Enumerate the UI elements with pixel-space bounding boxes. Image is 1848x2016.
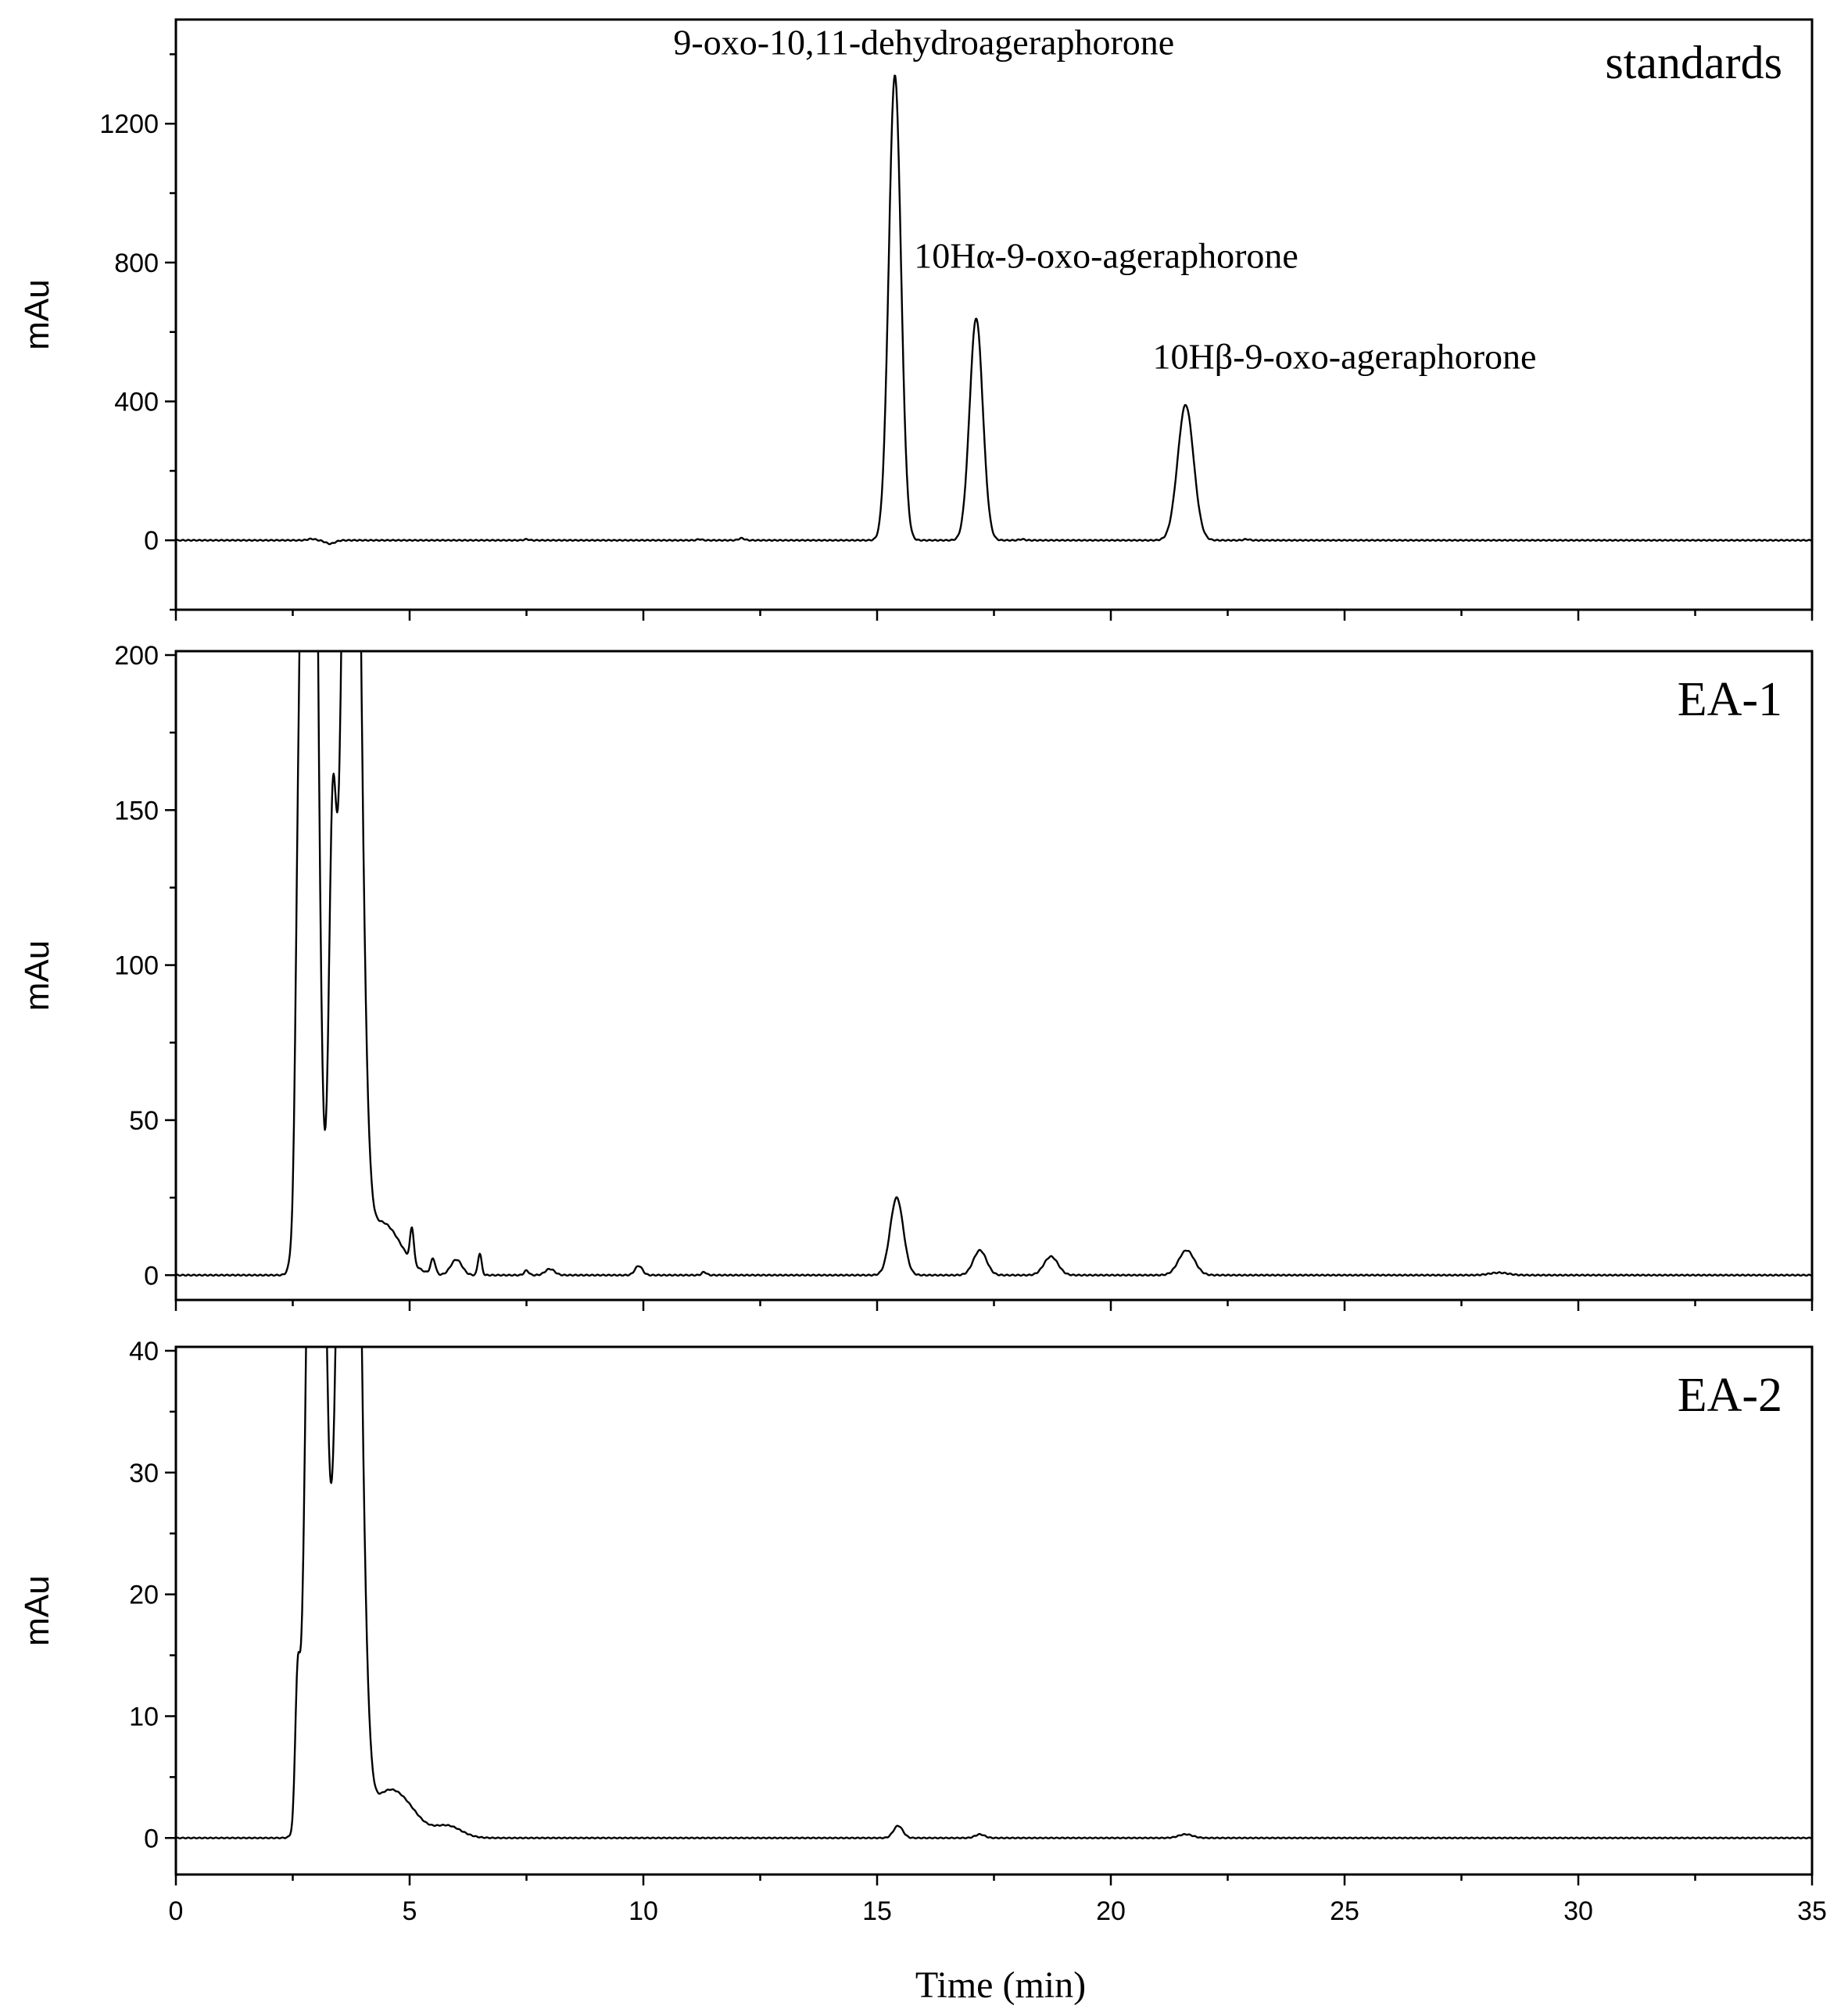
chromatogram-trace: [176, 74, 1812, 546]
x-tick-label: 15: [862, 1896, 892, 1926]
panel-ea-2: 0 10 20 30 40 mAu EA-2: [18, 1337, 1814, 1885]
peak-annotation: 10Hα-9-oxo-ageraphorone: [914, 236, 1298, 276]
y-tick-label: 100: [114, 951, 159, 981]
y-tick-label: 200: [114, 641, 159, 671]
y-tick-label: 1200: [99, 109, 159, 139]
y-tick-label: 800: [114, 249, 159, 278]
y-tick-label: 0: [144, 1261, 159, 1291]
x-tick-label: 0: [169, 1896, 184, 1926]
x-tick-label: 35: [1797, 1896, 1827, 1926]
x-axis-title: Time (min): [915, 1964, 1086, 2006]
y-tick-label: 50: [129, 1106, 159, 1136]
panel-ea-1: 0 50 100 150 200 mAu EA-1: [18, 641, 1814, 1311]
x-tick-label: 30: [1563, 1896, 1593, 1926]
x-tick-label: 10: [629, 1896, 658, 1926]
y-axis-title: mAu: [18, 940, 56, 1011]
panel-label: EA-2: [1678, 1369, 1782, 1422]
y-tick-label: 400: [114, 388, 159, 417]
panel-label: EA-1: [1678, 673, 1782, 726]
y-tick-label: 20: [129, 1581, 159, 1610]
peak-annotation: 10Hβ-9-oxo-ageraphorone: [1153, 336, 1537, 376]
y-tick-label: 40: [129, 1337, 159, 1366]
panel-label: standards: [1605, 37, 1782, 88]
y-tick-label: 0: [144, 1824, 159, 1853]
panel-frame: [174, 18, 1814, 611]
y-tick-label: 0: [144, 526, 159, 556]
chromatogram-trace: [176, 1347, 1812, 1839]
y-axis-title: mAu: [18, 279, 56, 349]
y-tick-label: 10: [129, 1702, 159, 1731]
panel-frame: [174, 1345, 1814, 1876]
y-axis-title: mAu: [18, 1575, 56, 1645]
x-tick-label: 5: [403, 1896, 417, 1926]
panel-standards: 0 400 800 1200 mAu standards 9-oxo-10,11-dehyd…: [18, 18, 1814, 621]
x-tick-label: 25: [1330, 1896, 1359, 1926]
y-tick-label: 30: [129, 1459, 159, 1488]
panel-frame: [174, 650, 1814, 1302]
x-tick-label: 20: [1096, 1896, 1126, 1926]
chromatogram-trace: [176, 651, 1812, 1277]
y-tick-label: 150: [114, 796, 159, 825]
peak-annotation: 9-oxo-10,11-dehydroageraphorone: [673, 22, 1174, 62]
